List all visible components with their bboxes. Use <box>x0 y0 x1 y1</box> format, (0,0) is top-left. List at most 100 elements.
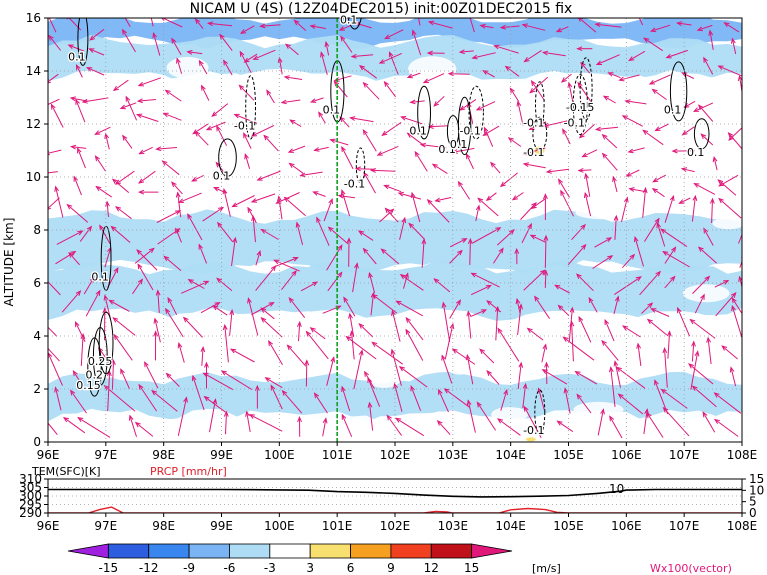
wind-vector <box>153 317 161 343</box>
wind-vector-shaft <box>96 186 112 198</box>
wind-vector-shaft <box>621 197 628 223</box>
wind-vector-shaft <box>150 18 154 27</box>
wind-vector <box>205 121 226 131</box>
wind-vector-head <box>54 386 59 393</box>
wind-vector <box>229 308 235 336</box>
wind-vector-head <box>103 384 110 391</box>
wind-vector <box>77 147 86 169</box>
wind-vector-shaft <box>609 416 623 439</box>
wind-vector-head <box>339 116 345 123</box>
wind-vector <box>72 370 84 387</box>
wind-vector <box>48 98 60 106</box>
wind-vector-shaft <box>138 170 156 184</box>
wind-vector-head <box>291 270 297 276</box>
wind-vector <box>433 95 445 107</box>
contour-label: -0.1 <box>564 117 585 130</box>
wind-vector <box>273 259 300 272</box>
u-gap <box>712 217 742 230</box>
wind-vector-head <box>652 177 659 183</box>
wind-vector <box>187 213 203 241</box>
wind-vector <box>493 44 519 54</box>
wind-vector-head <box>31 309 36 314</box>
contour-labels: 0.1-0.10.10.1-0.10.10.10.1-0.10.1-0.15-0… <box>67 12 706 438</box>
wind-vector-head <box>406 132 413 138</box>
wind-vector-shaft <box>707 337 712 365</box>
wind-vector-head <box>362 128 368 136</box>
wind-vector-shaft <box>421 144 447 149</box>
wind-vector-shaft <box>231 237 236 267</box>
wind-vector <box>595 54 620 65</box>
wind-vector-shaft <box>651 24 671 32</box>
wind-vector-shaft <box>625 100 647 105</box>
wind-vector-head <box>655 270 661 277</box>
wind-vector-head <box>341 385 346 392</box>
wind-vector-shaft <box>728 127 742 141</box>
wind-vector-shaft <box>68 252 80 266</box>
wind-vector <box>534 295 551 319</box>
wind-vector-head <box>112 85 119 92</box>
wind-vector-shaft <box>731 38 737 55</box>
wind-vector <box>662 406 690 437</box>
wind-vector-shaft <box>643 218 660 242</box>
wind-vector-head <box>485 195 492 201</box>
wind-vector-shaft <box>77 417 111 438</box>
w-contour <box>572 74 588 136</box>
wind-vector-shaft <box>349 313 355 338</box>
wind-vector <box>588 296 598 313</box>
colorbar-segment <box>188 543 230 559</box>
wind-vector <box>628 50 646 62</box>
x-tick-label: 105E <box>553 448 584 462</box>
wind-vector-shaft <box>560 190 574 217</box>
wind-vector-head <box>665 53 672 59</box>
contour-label: -0.1 <box>523 424 544 437</box>
wind-vector <box>115 206 132 220</box>
wind-vector-shaft <box>410 100 425 103</box>
wind-vector-head <box>138 178 145 184</box>
wind-vector-shaft <box>418 18 421 26</box>
u-gap <box>66 181 122 197</box>
wind-vector <box>393 382 403 412</box>
wind-vector <box>326 244 343 271</box>
wind-vector-shaft <box>585 173 591 197</box>
wind-vector-head <box>490 161 496 168</box>
wind-vector-shaft <box>655 123 669 131</box>
wind-vector <box>556 420 574 433</box>
wind-vector-head <box>467 237 473 245</box>
wind-vector <box>161 160 180 176</box>
wind-vector-head <box>86 225 93 232</box>
wind-vector-shaft <box>134 248 155 264</box>
wind-vector-shaft <box>486 300 502 313</box>
wind-vector-shaft <box>138 99 156 102</box>
wind-vector-head <box>708 29 714 36</box>
wind-vector <box>239 25 255 34</box>
wind-vector-head <box>606 237 613 243</box>
wind-vector-head <box>694 350 700 357</box>
wind-vector-head <box>541 50 549 56</box>
wind-vector <box>613 295 620 315</box>
surface-x-ticks: 96E 97E 98E 99E 100E 101E 102E 103E 104E 105E 106E… <box>37 513 757 533</box>
wind-vector-shaft <box>582 149 598 158</box>
wind-vector-head <box>691 385 698 391</box>
wind-vector <box>177 192 202 203</box>
wind-vector-head <box>398 366 405 372</box>
wind-vector <box>340 35 353 53</box>
wind-vector <box>664 194 675 223</box>
wind-vector-shaft <box>244 53 258 63</box>
wind-vector-head <box>509 87 515 94</box>
wind-vector <box>612 175 618 193</box>
wind-vector-shaft <box>115 170 135 185</box>
wind-vector-head <box>368 271 373 279</box>
wind-vector-head <box>41 340 46 345</box>
wind-vector <box>128 414 137 437</box>
wind-vector-head <box>393 382 398 389</box>
wind-vector <box>323 198 333 222</box>
wind-vector-shaft <box>70 390 87 414</box>
wind-vector <box>530 198 546 210</box>
wind-vector <box>522 382 528 409</box>
wind-vector-head <box>543 269 549 276</box>
u-gap <box>710 163 742 185</box>
wind-vector-head <box>37 410 41 415</box>
wind-vector-head <box>182 316 189 323</box>
wind-vector-head <box>516 100 522 107</box>
wind-vector-shaft <box>432 163 448 175</box>
